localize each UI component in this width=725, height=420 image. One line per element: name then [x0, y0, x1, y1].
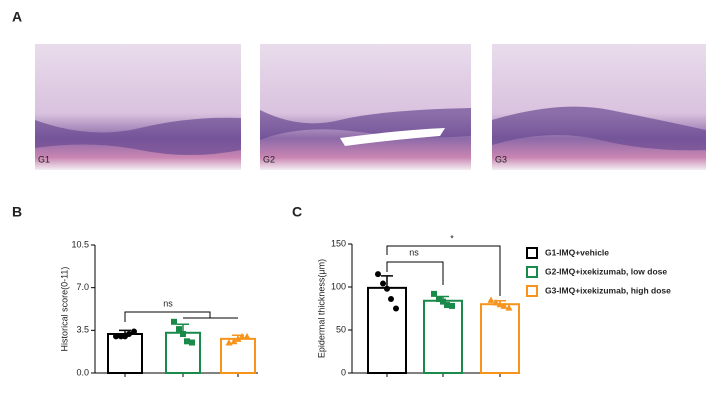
- point: [171, 318, 177, 325]
- point: [449, 302, 455, 309]
- image: [260, 44, 471, 170]
- bracket: [386, 261, 444, 285]
- y-tick-label: 3.5: [76, 325, 89, 335]
- point: [230, 337, 238, 345]
- point: [180, 330, 186, 337]
- point: [380, 280, 386, 287]
- y-tick-label: 10.5: [71, 239, 89, 249]
- legend-swatch: [526, 247, 538, 259]
- bracket: [124, 311, 238, 322]
- y-tick-label: 50: [336, 324, 346, 334]
- point: [243, 332, 251, 340]
- point: [238, 332, 246, 340]
- legend-swatch: [526, 285, 538, 297]
- point: [234, 335, 242, 342]
- legend-label: G1-IMQ+vehicle: [545, 247, 609, 257]
- point: [444, 302, 450, 309]
- point: [131, 328, 137, 335]
- point: [436, 296, 442, 303]
- histology-images: G1 G2 G3: [35, 44, 706, 170]
- image: [492, 44, 706, 170]
- y-tick-label: 7.0: [76, 282, 89, 292]
- bar: [107, 332, 143, 375]
- image-label: G1: [38, 154, 50, 164]
- epidermis: [35, 117, 241, 155]
- point: [496, 300, 504, 308]
- annotation: ns: [409, 247, 419, 257]
- point: [388, 296, 394, 303]
- bar: [367, 286, 407, 374]
- bar: [480, 303, 520, 375]
- epidermis: [492, 106, 706, 151]
- legend-label: G3-IMQ+ixekizumab, high dose: [545, 285, 671, 295]
- point: [487, 296, 495, 303]
- point: [500, 302, 508, 309]
- point: [375, 271, 381, 278]
- y-tick-label: 150: [331, 238, 346, 248]
- point: [384, 285, 390, 292]
- panel-label: A: [12, 9, 22, 25]
- panel-label: C: [292, 204, 302, 220]
- y-tick-label: 0: [341, 367, 346, 377]
- point: [431, 290, 437, 297]
- y-axis-label: Epidermal thickness(μm): [316, 259, 326, 358]
- point: [440, 298, 446, 305]
- y-tick-label: 100: [331, 281, 346, 291]
- annotation: *: [450, 233, 454, 243]
- legend-label: G2-IMQ+ixekizumab, low dose: [545, 266, 667, 276]
- bar: [220, 337, 256, 375]
- point: [113, 333, 119, 340]
- point: [126, 330, 132, 337]
- bar: [423, 299, 463, 375]
- bracket: [386, 245, 501, 296]
- image-label: G2: [263, 154, 275, 164]
- error-bar: [119, 329, 131, 334]
- panel-label: B: [12, 204, 22, 220]
- y-axis-label: Historical score(0-11): [59, 267, 69, 352]
- image-label: G3: [495, 154, 507, 164]
- legend-swatch: [526, 266, 538, 278]
- point: [492, 298, 500, 306]
- bar: [165, 331, 201, 374]
- point: [176, 326, 182, 333]
- gap: [340, 128, 445, 146]
- annotation: ns: [163, 298, 173, 308]
- point: [189, 339, 195, 346]
- point: [393, 305, 399, 312]
- y-tick-label: 0.0: [76, 367, 89, 377]
- point: [184, 338, 190, 345]
- point: [505, 304, 513, 311]
